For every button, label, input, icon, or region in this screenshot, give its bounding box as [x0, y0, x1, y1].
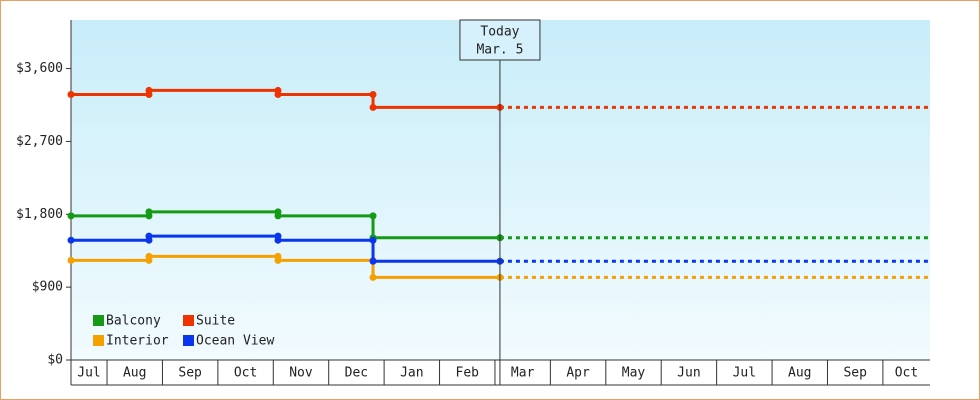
- point: [145, 86, 153, 94]
- x-tick-label: Jan: [400, 366, 423, 381]
- point: [369, 257, 377, 265]
- point: [145, 252, 153, 260]
- point: [369, 273, 377, 281]
- legend-swatch: [93, 335, 104, 346]
- point: [369, 90, 377, 98]
- point: [274, 90, 282, 98]
- x-tick-label: Aug: [788, 366, 811, 381]
- point: [274, 236, 282, 244]
- point: [67, 256, 75, 264]
- x-tick-label: Oct: [234, 366, 257, 381]
- today-label: Today: [480, 25, 519, 40]
- legend-swatch: [93, 315, 104, 326]
- x-tick-label: Oct: [895, 366, 918, 381]
- point: [369, 236, 377, 244]
- point: [369, 103, 377, 111]
- x-tick-label: May: [622, 366, 646, 381]
- y-tick-label: $900: [32, 280, 63, 295]
- plot-area: [71, 20, 930, 360]
- legend-label: Balcony: [106, 314, 161, 329]
- x-tick-label: Apr: [566, 366, 590, 381]
- x-tick-label: Dec: [345, 366, 368, 381]
- y-tick-label: $0: [47, 353, 63, 368]
- point: [274, 256, 282, 264]
- legend-swatch: [183, 335, 194, 346]
- legend-swatch: [183, 315, 194, 326]
- legend-label: Interior: [106, 334, 169, 349]
- point: [145, 208, 153, 216]
- x-tick-label: Jun: [677, 366, 700, 381]
- point: [369, 212, 377, 220]
- point: [67, 212, 75, 220]
- point: [145, 232, 153, 240]
- x-tick-label: Jul: [77, 366, 100, 381]
- x-tick-label: Sep: [178, 366, 202, 381]
- legend-label: Ocean View: [196, 334, 274, 349]
- today-box: [459, 19, 541, 61]
- point: [274, 212, 282, 220]
- legend-label: Suite: [196, 314, 235, 329]
- x-tick-label: Nov: [289, 366, 313, 381]
- x-tick-label: Jul: [733, 366, 756, 381]
- x-tick-label: Aug: [123, 366, 146, 381]
- today-label: Mar. 5: [476, 43, 523, 58]
- point: [67, 236, 75, 244]
- y-tick-label: $2,700: [16, 134, 63, 149]
- point: [67, 90, 75, 98]
- x-tick-label: Feb: [456, 366, 480, 381]
- x-tick-label: Mar: [511, 366, 535, 381]
- x-tick-label: Sep: [843, 366, 867, 381]
- y-tick-label: $3,600: [16, 61, 63, 76]
- y-tick-label: $1,800: [16, 207, 63, 222]
